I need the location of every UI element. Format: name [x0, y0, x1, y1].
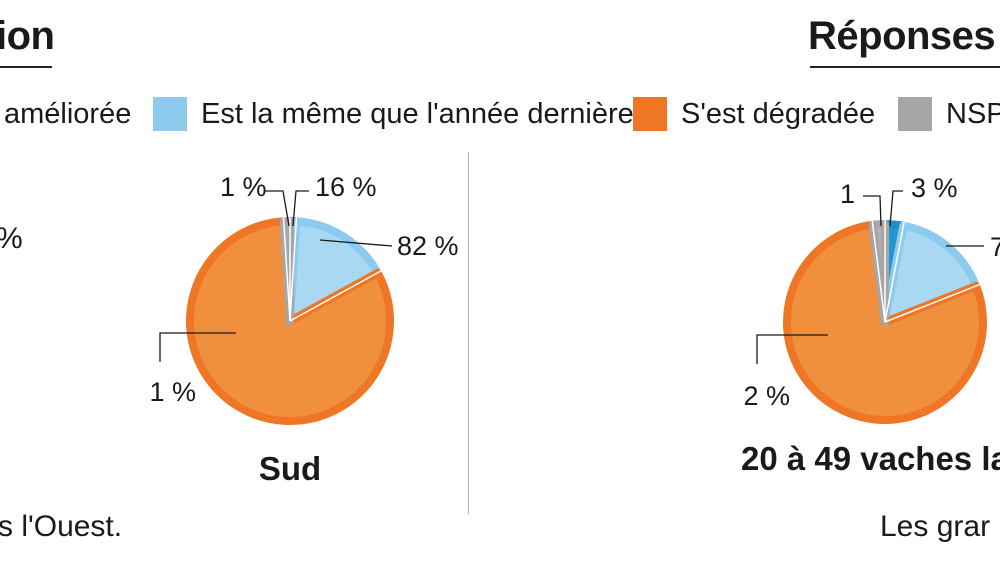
legend-item-nsp: NSP — [898, 94, 1000, 134]
pie-slice — [286, 217, 382, 325]
leader-line — [756, 334, 828, 364]
slice-separator — [871, 220, 886, 323]
slice-label: 16 % — [315, 172, 377, 202]
leader-line — [319, 239, 393, 247]
slice-label: 1 % — [149, 377, 196, 407]
legend-label: S'est dégradée — [681, 97, 876, 130]
slice-label: 1 % — [220, 172, 267, 202]
slice-label: 82 % — [397, 231, 459, 261]
slice-label: 1 — [840, 179, 855, 209]
leader-line — [863, 195, 882, 227]
right-title-underline — [810, 66, 1000, 68]
slice-separator — [289, 217, 298, 322]
leader-line — [159, 332, 236, 362]
left-title-underline — [0, 66, 52, 68]
pie-caption: Sud — [259, 450, 321, 487]
legend-label: Est la même que l'année dernière — [201, 97, 634, 130]
slice-separator — [884, 283, 981, 323]
right-footnote: Les grar — [880, 510, 991, 543]
legend-item-improved: améliorée — [4, 94, 131, 134]
legend-label: NSP — [946, 97, 1000, 130]
slice-label: 2 % — [743, 381, 790, 411]
legend-swatch — [153, 97, 187, 131]
slice-label: 79 % — [990, 232, 1000, 262]
leader-line — [264, 190, 290, 227]
slice-separator — [282, 217, 291, 322]
legend-item-degraded: S'est dégradée — [633, 94, 875, 134]
left-footnote: s l'Ouest. — [0, 510, 123, 543]
legend-swatch — [898, 97, 932, 131]
left-section-title: ion — [0, 14, 55, 58]
column-divider — [468, 152, 469, 514]
pie-caption: 20 à 49 vaches lait — [741, 440, 1000, 477]
slice-separator — [884, 221, 905, 323]
left-cropped-percent: % — [0, 222, 23, 256]
leader-line — [889, 190, 903, 227]
legend-label: améliorée — [4, 97, 132, 130]
leader-line — [292, 190, 309, 227]
slice-label: 3 % — [911, 173, 958, 203]
legend-swatch — [633, 97, 667, 131]
slice-separator — [289, 270, 382, 322]
right-section-title: Réponses — [808, 14, 996, 58]
legend-item-same: Est la même que l'année dernière — [153, 94, 634, 134]
